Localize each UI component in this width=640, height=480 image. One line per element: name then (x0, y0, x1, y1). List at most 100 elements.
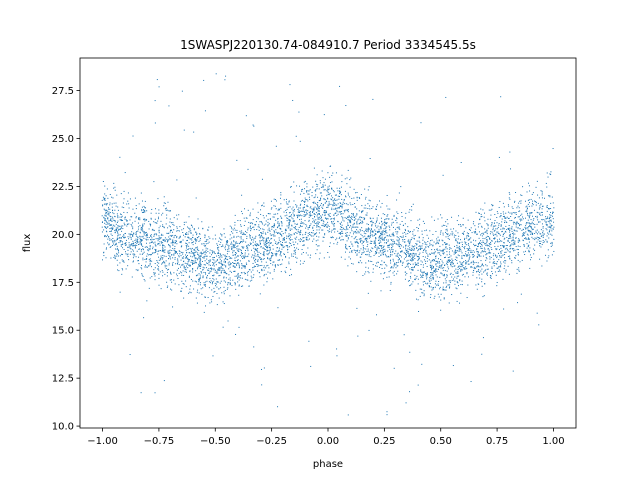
data-point (273, 223, 275, 225)
data-point (104, 218, 106, 220)
data-point (399, 255, 401, 257)
data-point (241, 277, 243, 279)
data-point (527, 203, 529, 205)
data-point (251, 249, 252, 251)
data-point (355, 218, 357, 220)
data-point (169, 226, 171, 228)
data-point (212, 256, 214, 258)
data-point (259, 257, 261, 259)
data-point (430, 262, 432, 264)
data-point (528, 229, 530, 231)
data-point (234, 224, 236, 226)
data-point (407, 239, 409, 241)
data-point (504, 253, 506, 255)
data-point (217, 269, 219, 271)
data-point (462, 224, 464, 226)
data-point (141, 226, 143, 228)
data-point (168, 244, 170, 246)
data-point (318, 258, 320, 260)
data-point (141, 239, 143, 241)
data-point (349, 179, 351, 181)
data-point (501, 250, 503, 252)
data-point (534, 200, 536, 202)
data-point (271, 228, 273, 230)
data-point (367, 250, 369, 252)
data-point (387, 214, 389, 216)
data-point (443, 289, 445, 291)
data-point (223, 303, 225, 305)
data-point (172, 264, 174, 266)
data-point (520, 200, 522, 202)
data-point (494, 237, 496, 239)
data-point (473, 239, 474, 241)
data-point (350, 204, 352, 206)
data-point (315, 190, 317, 192)
data-point (313, 202, 315, 204)
data-point (154, 222, 156, 224)
data-point (446, 260, 448, 262)
data-point (179, 271, 181, 273)
data-point (444, 264, 446, 266)
data-point (302, 209, 304, 211)
data-point (312, 210, 314, 212)
data-point (398, 258, 400, 260)
data-point (304, 201, 306, 203)
data-point (435, 280, 437, 282)
data-point (293, 244, 295, 246)
data-point (479, 242, 481, 244)
data-point (392, 241, 394, 243)
data-point (155, 250, 157, 252)
data-point (229, 238, 231, 240)
data-point (328, 256, 330, 258)
data-point (222, 269, 224, 271)
data-point (166, 265, 168, 267)
data-point (350, 222, 352, 224)
data-point (442, 244, 444, 246)
data-point (121, 268, 123, 270)
data-point (424, 230, 426, 232)
data-point (457, 266, 459, 268)
data-point (322, 207, 324, 209)
data-point (370, 280, 372, 282)
data-point (239, 260, 241, 262)
data-point (238, 275, 240, 277)
data-point (232, 279, 234, 281)
data-point (520, 202, 522, 204)
data-point (328, 215, 330, 217)
data-point (466, 237, 468, 239)
data-point (525, 206, 527, 208)
data-point (508, 238, 509, 240)
data-point (364, 273, 366, 275)
data-point (429, 230, 431, 232)
data-point (198, 265, 200, 267)
data-point (289, 239, 291, 241)
data-point (152, 239, 154, 241)
data-point (543, 233, 545, 235)
data-point (288, 200, 290, 202)
data-point (527, 245, 529, 247)
data-point (366, 246, 368, 248)
data-point (119, 236, 121, 238)
data-point (166, 281, 168, 283)
data-point (391, 254, 393, 256)
data-point (162, 246, 164, 248)
data-point (168, 262, 170, 264)
data-point (261, 204, 263, 206)
data-point (133, 253, 135, 255)
data-point (265, 242, 267, 244)
data-point (363, 240, 365, 242)
data-point (303, 237, 305, 239)
data-point (135, 240, 137, 242)
data-point (392, 249, 394, 251)
data-point (409, 231, 411, 233)
data-point (361, 217, 363, 219)
data-point (445, 280, 447, 282)
data-point (221, 256, 223, 258)
data-point (487, 227, 489, 229)
data-point (489, 276, 491, 278)
data-point (303, 240, 305, 242)
data-point (114, 257, 116, 259)
data-point (543, 241, 545, 243)
data-point (172, 247, 174, 249)
data-point (486, 258, 488, 260)
